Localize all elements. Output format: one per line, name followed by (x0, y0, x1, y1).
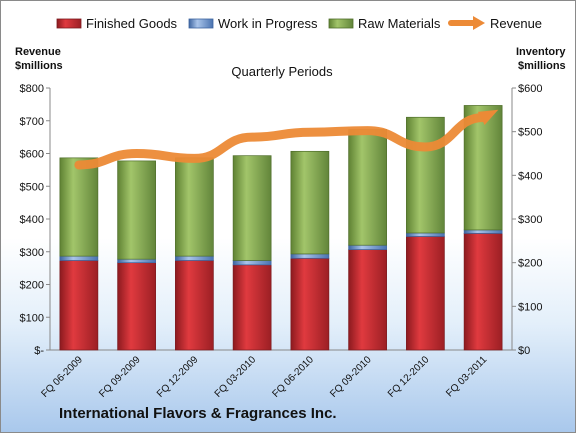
bar-finished-goods (59, 260, 99, 351)
legend-item-revenue: Revenue (448, 16, 542, 31)
right-tick-label: $600 (518, 83, 542, 95)
right-tick-label: $400 (518, 170, 542, 182)
legend-label-revenue: Revenue (490, 16, 542, 31)
x-tick-label: FQ 12-2010 (386, 354, 432, 400)
bar-work-in-progress (175, 255, 214, 261)
x-tick-label: FQ 09-2010 (328, 354, 374, 400)
legend-arrow-revenue (473, 16, 485, 30)
right-tick-label: $300 (518, 214, 542, 226)
plot-area: $- $100 $200 $300 $400 $500 $600 $700 $800 $0 $100… (20, 83, 543, 400)
revenue-arrowhead (477, 109, 499, 126)
left-tick-label: $700 (20, 116, 44, 128)
right-tick-label: $100 (518, 301, 542, 313)
bar-raw-materials (232, 155, 272, 261)
legend-item-work-in-progress: Work in Progress (188, 16, 318, 31)
x-tick-label: FQ 09-2009 (97, 354, 143, 400)
bar-raw-materials (175, 157, 214, 257)
right-tick-label: $500 (518, 127, 542, 139)
left-tick-label: $- (34, 345, 44, 357)
legend-label-raw-materials: Raw Materials (358, 16, 441, 31)
legend: Finished Goods Work in Progress Raw Mate… (56, 16, 542, 31)
bar-raw-materials (406, 116, 445, 234)
chart-title: Quarterly Periods (231, 64, 333, 79)
x-tick-label: FQ 03-2011 (444, 354, 489, 399)
legend-label-work-in-progress: Work in Progress (218, 16, 318, 31)
bar-work-in-progress (117, 258, 156, 264)
legend-swatch-finished-goods (56, 18, 82, 29)
bar-raw-materials (59, 157, 99, 257)
left-axis-title: Revenue $millions (15, 46, 63, 72)
left-tick-label: $200 (20, 280, 44, 292)
right-tick-label: $0 (518, 345, 530, 357)
company-name: International Flavors & Fragrances Inc. (59, 405, 337, 422)
bar-finished-goods (175, 260, 214, 351)
x-tick-label: FQ 12-2009 (155, 354, 201, 400)
bar-work-in-progress (232, 260, 272, 266)
bar-finished-goods (290, 257, 330, 351)
bar-work-in-progress (348, 244, 387, 250)
bar-finished-goods (348, 249, 387, 351)
bar-work-in-progress (290, 253, 330, 259)
bar-work-in-progress (59, 255, 99, 261)
left-tick-label: $800 (20, 83, 44, 95)
bar-finished-goods (406, 236, 445, 351)
legend-swatch-work-in-progress (188, 18, 214, 29)
bar-work-in-progress (463, 229, 503, 234)
revenue-line (74, 112, 488, 170)
legend-label-finished-goods: Finished Goods (86, 16, 178, 31)
x-tick-label: FQ 06-2010 (270, 354, 316, 400)
left-tick-label: $100 (20, 312, 44, 324)
right-tick-label: $200 (518, 258, 542, 270)
bar-raw-materials (117, 160, 156, 260)
left-tick-label: $400 (20, 214, 44, 226)
bar-raw-materials (463, 105, 503, 231)
x-tick-label: FQ 03-2010 (213, 354, 259, 400)
bar-raw-materials (348, 129, 387, 246)
x-tick-label: FQ 06-2009 (39, 354, 85, 400)
bar-finished-goods (117, 262, 156, 351)
bar-raw-materials (290, 150, 330, 255)
bar-finished-goods (463, 233, 503, 351)
bar-work-in-progress (406, 232, 445, 237)
legend-swatch-raw-materials (328, 18, 354, 29)
left-tick-label: $300 (20, 247, 44, 259)
right-axis-title: Inventory $millions (516, 46, 566, 72)
left-tick-label: $500 (20, 181, 44, 193)
left-tick-label: $600 (20, 149, 44, 161)
legend-item-raw-materials: Raw Materials (328, 16, 441, 31)
bar-finished-goods (232, 264, 272, 351)
legend-item-finished-goods: Finished Goods (56, 16, 178, 31)
